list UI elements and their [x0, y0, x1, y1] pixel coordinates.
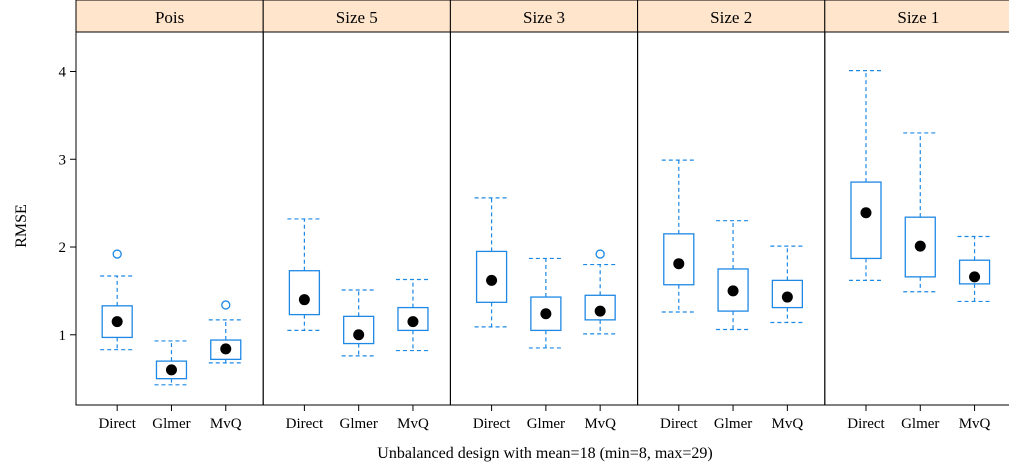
median-dot — [673, 258, 685, 270]
median-dot — [407, 316, 419, 328]
box-direct — [474, 197, 509, 328]
median-dot — [969, 271, 981, 283]
panel-frame — [637, 31, 826, 406]
x-tick-label: MvQ — [772, 416, 804, 432]
median-dot — [298, 294, 310, 306]
strip-label: Size 3 — [523, 8, 565, 27]
box-mvq — [770, 245, 805, 324]
box-mvq — [208, 300, 243, 364]
median-dot — [486, 274, 498, 286]
box-direct — [661, 159, 696, 313]
y-axis: 1 2 3 4 — [59, 64, 76, 344]
box-mvq — [957, 235, 992, 303]
strip-label: Pois — [155, 8, 184, 27]
x-tick-label: Direct — [98, 416, 136, 432]
median-dot — [914, 240, 926, 252]
y-tick-label: 3 — [59, 152, 67, 168]
x-tick-label: Glmer — [340, 416, 378, 432]
median-dot — [353, 329, 365, 341]
median-dot — [540, 308, 552, 320]
box-direct — [848, 70, 883, 281]
box-glmer — [903, 132, 938, 293]
box-iqr — [850, 181, 882, 260]
panel-bodies — [75, 31, 1009, 406]
box-direct — [100, 249, 135, 351]
panel-frame — [449, 31, 639, 406]
median-dot — [111, 316, 123, 328]
x-tick-label: MvQ — [210, 416, 242, 432]
outlier-point — [221, 300, 231, 310]
median-dot — [860, 207, 872, 219]
x-axis: Direct Glmer MvQ Direct Glmer MvQ Direct Glmer M… — [98, 405, 991, 432]
box-glmer — [341, 289, 376, 357]
median-dot — [165, 364, 177, 376]
strip-bg — [262, 0, 451, 33]
x-tick-label: Direct — [660, 416, 698, 432]
x-tick-label: Glmer — [527, 416, 565, 432]
strip-label: Size 5 — [336, 8, 378, 27]
box-glmer — [716, 220, 751, 331]
strip-bg — [75, 0, 264, 33]
x-tick-label: Direct — [847, 416, 885, 432]
x-tick-label: MvQ — [397, 416, 429, 432]
strip-bg — [637, 0, 826, 33]
median-dot — [594, 305, 606, 317]
x-tick-label: Direct — [286, 416, 324, 432]
strip-label: Size 1 — [897, 8, 939, 27]
strip-bg — [449, 0, 639, 33]
x-tick-label: Glmer — [714, 416, 752, 432]
box-mvq — [583, 249, 618, 335]
box-direct — [287, 218, 322, 331]
x-tick-label: MvQ — [959, 416, 991, 432]
outlier-point — [595, 249, 605, 259]
y-tick-label: 4 — [59, 64, 67, 80]
median-dot — [220, 343, 232, 355]
x-tick-label: Glmer — [152, 416, 190, 432]
strip-label: Size 2 — [710, 8, 752, 27]
x-tick-label: MvQ — [584, 416, 616, 432]
box-glmer — [528, 257, 563, 349]
y-tick-label: 2 — [59, 240, 67, 256]
y-tick-label: 1 — [59, 328, 67, 344]
strip-bg — [824, 0, 1009, 33]
box-iqr — [288, 270, 321, 316]
median-dot — [781, 291, 793, 303]
box-mvq — [395, 278, 430, 352]
x-tick-label: Direct — [473, 416, 511, 432]
x-tick-label: Glmer — [901, 416, 939, 432]
outlier-point — [112, 249, 122, 259]
y-axis-title: RMSE — [13, 204, 30, 248]
panel-strips: Pois Size 5 Size 3 Size 2 Size 1 — [75, 0, 1009, 33]
panel-frame — [824, 31, 1009, 406]
x-axis-title: Unbalanced design with mean=18 (min=8, m… — [377, 445, 712, 462]
box-glmer — [154, 340, 189, 386]
median-dot — [727, 285, 739, 297]
